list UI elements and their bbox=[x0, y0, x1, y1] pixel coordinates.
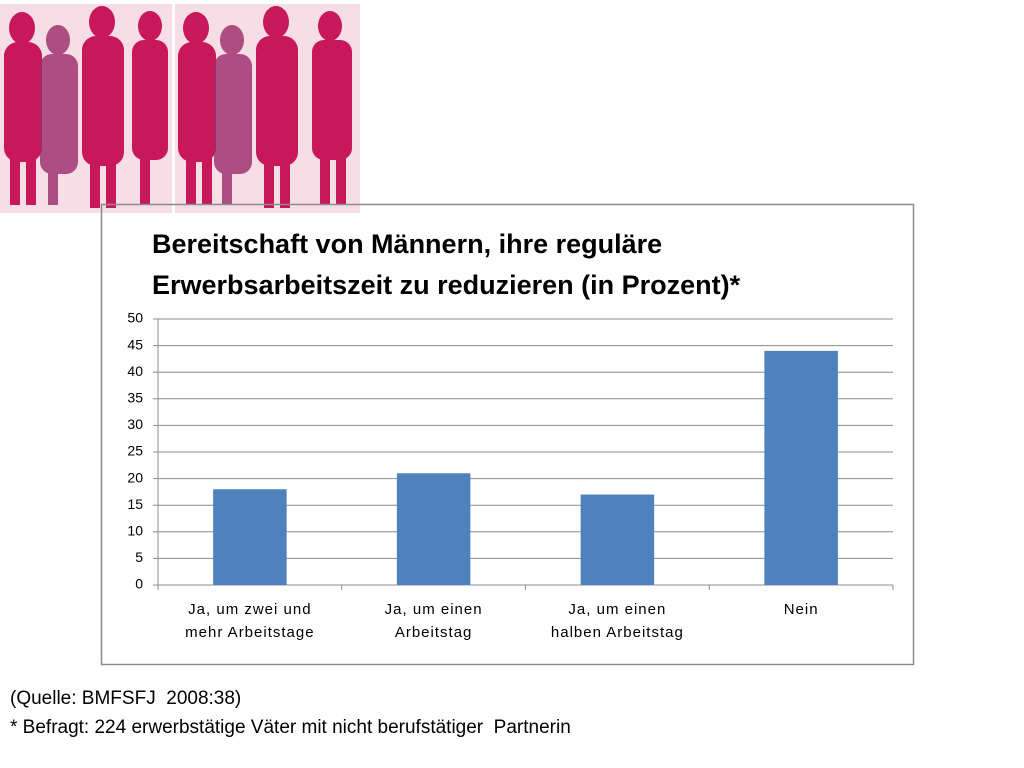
x-tick-label: Nein bbox=[783, 601, 819, 618]
y-tick-label: 5 bbox=[135, 549, 143, 565]
source-note: (Quelle: BMFSFJ 2008:38) bbox=[10, 688, 242, 709]
y-tick-label: 35 bbox=[127, 390, 143, 406]
y-tick-label: 20 bbox=[127, 469, 143, 485]
footnote: * Befragt: 224 erwerbstätige Väter mit n… bbox=[10, 717, 571, 738]
y-tick-label: 30 bbox=[127, 416, 143, 432]
y-tick-label: 25 bbox=[127, 443, 143, 459]
x-tick-label: Ja, um einen halben Arbeitstag bbox=[550, 601, 684, 641]
x-tick-label: Ja, um zwei und mehr Arbeitstage bbox=[185, 601, 315, 641]
y-tick-label: 15 bbox=[127, 496, 143, 512]
y-tick-label: 10 bbox=[127, 523, 143, 539]
bar bbox=[764, 350, 838, 585]
bar bbox=[580, 494, 655, 585]
silhouette-image bbox=[0, 4, 360, 213]
bar bbox=[213, 489, 287, 585]
chart-frame bbox=[100, 203, 915, 666]
y-tick-label: 50 bbox=[127, 310, 143, 326]
x-tick-label: Ja, um einen Arbeitstag bbox=[384, 601, 483, 641]
bar bbox=[396, 473, 471, 585]
y-tick-label: 45 bbox=[127, 336, 143, 352]
y-tick-label: 0 bbox=[135, 576, 143, 592]
y-tick-label: 40 bbox=[127, 363, 143, 379]
chart-title: Bereitschaft von Männern, ihre reguläre … bbox=[152, 229, 741, 300]
